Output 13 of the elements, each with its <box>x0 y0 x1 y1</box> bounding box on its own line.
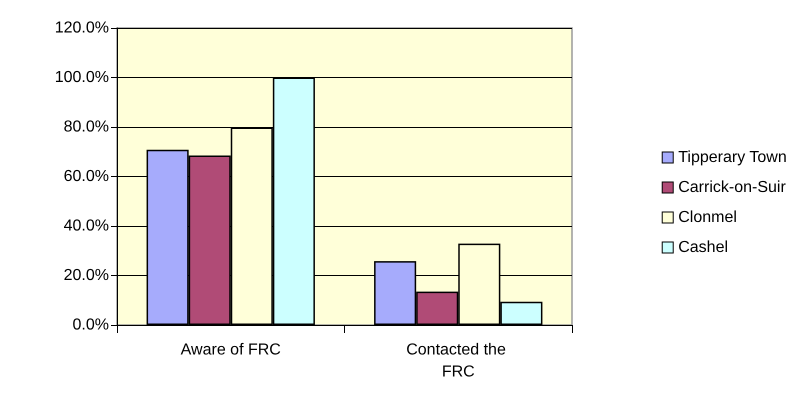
legend-label: Tipperary Town <box>678 149 787 166</box>
legend-label: Cashel <box>678 239 728 256</box>
y-tick-label: 20.0% <box>64 267 109 284</box>
y-tick-label: 120.0% <box>54 20 109 36</box>
y-tick-label: 80.0% <box>64 118 109 136</box>
legend-label: Carrick-on-Suir <box>678 179 786 196</box>
y-tick-label: 0.0% <box>72 316 109 334</box>
x-tick-label: Contacted the FRC <box>406 342 510 380</box>
legend-label: Clonmel <box>678 209 737 226</box>
y-tick-label: 60.0% <box>64 168 109 185</box>
y-tick-label: 40.0% <box>64 218 109 234</box>
x-tick-label: Aware of FRC <box>180 342 281 358</box>
y-tick-label: 100.0% <box>54 69 109 86</box>
